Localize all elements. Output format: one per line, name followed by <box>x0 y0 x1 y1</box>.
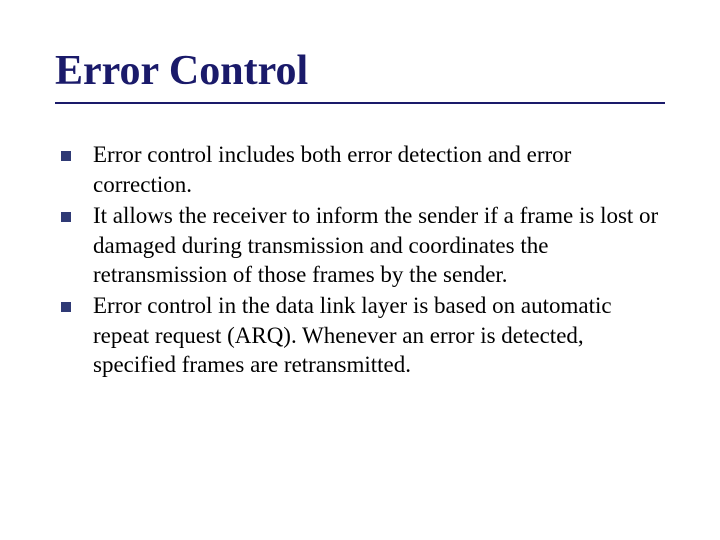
list-item: It allows the receiver to inform the sen… <box>55 201 665 289</box>
list-item: Error control includes both error detect… <box>55 140 665 199</box>
bullet-text: Error control in the data link layer is … <box>93 291 665 379</box>
square-bullet-icon <box>61 151 71 161</box>
slide-title: Error Control <box>55 48 665 94</box>
bullet-text: It allows the receiver to inform the sen… <box>93 201 665 289</box>
title-underline <box>55 102 665 104</box>
slide: Error Control Error control includes bot… <box>0 0 720 540</box>
list-item: Error control in the data link layer is … <box>55 291 665 379</box>
bullet-text: Error control includes both error detect… <box>93 140 665 199</box>
square-bullet-icon <box>61 302 71 312</box>
square-bullet-icon <box>61 212 71 222</box>
bullet-list: Error control includes both error detect… <box>55 140 665 380</box>
